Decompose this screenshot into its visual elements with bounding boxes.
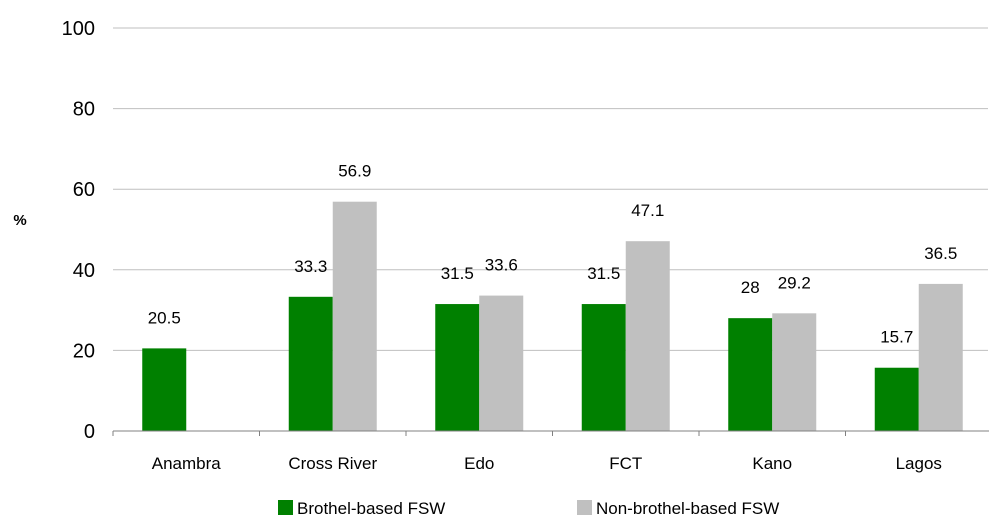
data-label: 56.9 — [338, 162, 371, 181]
data-label: 36.5 — [924, 244, 957, 263]
bar — [581, 304, 626, 431]
bars — [142, 201, 963, 431]
axes: 0 20 40 60 80 100 Anambra Cross River Edo FCT Kano… — [62, 18, 989, 473]
bar — [332, 201, 377, 431]
bar — [728, 318, 773, 431]
bar — [435, 304, 480, 431]
bar — [874, 367, 919, 431]
data-label: 29.2 — [778, 273, 811, 292]
data-label: 31.5 — [587, 264, 620, 283]
legend-label: Brothel-based FSW — [297, 499, 445, 518]
legend: Brothel-based FSW Non-brothel-based FSW — [278, 499, 779, 518]
legend-swatch — [278, 500, 293, 515]
y-tick-label: 40 — [73, 260, 95, 282]
x-category-label: Kano — [752, 454, 792, 473]
bar — [288, 296, 333, 431]
data-label: 47.1 — [631, 201, 664, 220]
bar — [479, 295, 524, 431]
data-label: 15.7 — [880, 328, 913, 347]
x-category-label: Cross River — [288, 454, 377, 473]
x-category-label: Anambra — [152, 454, 222, 473]
bar — [772, 313, 817, 431]
data-label: 33.6 — [485, 256, 518, 275]
bar — [918, 283, 963, 431]
data-label: 31.5 — [441, 264, 474, 283]
gridlines — [113, 27, 988, 351]
y-tick-label: 60 — [73, 179, 95, 201]
data-labels: 20.5 33.3 56.9 31.5 33.6 31.5 47.1 28 29.2 15.7 36… — [148, 162, 958, 347]
bar — [625, 241, 670, 431]
y-tick-label: 100 — [62, 18, 95, 40]
y-axis-title: % — [13, 212, 26, 229]
y-tick-label: 0 — [84, 421, 95, 443]
x-category-label: FCT — [609, 454, 642, 473]
data-label: 28 — [741, 278, 760, 297]
legend-swatch — [577, 500, 592, 515]
bar — [142, 348, 187, 431]
x-category-label: Lagos — [896, 454, 942, 473]
legend-label: Non-brothel-based FSW — [596, 499, 779, 518]
data-label: 20.5 — [148, 308, 181, 327]
y-tick-label: 20 — [73, 340, 95, 362]
y-tick-label: 80 — [73, 99, 95, 121]
data-label: 33.3 — [294, 257, 327, 276]
x-category-label: Edo — [464, 454, 494, 473]
